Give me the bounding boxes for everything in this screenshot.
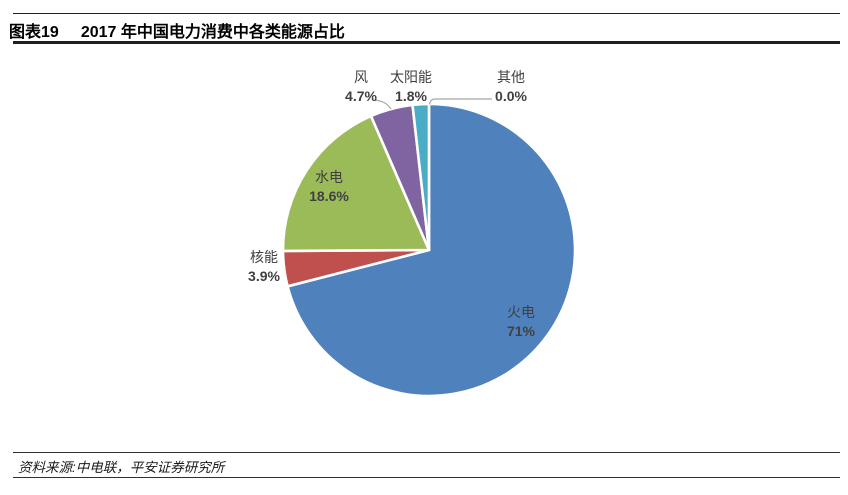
pie-slice-thermal xyxy=(286,102,577,398)
pie-slice-hydro xyxy=(281,114,431,253)
top-divider xyxy=(13,13,840,15)
header-divider xyxy=(13,41,840,44)
footer-bottom-divider xyxy=(13,477,840,479)
figure-number: 图表19 xyxy=(9,24,59,41)
pie-chart-svg xyxy=(281,98,577,398)
footer-top-divider xyxy=(13,452,840,454)
figure-header: 图表19 2017 年中国电力消费中各类能源占比 xyxy=(9,18,345,42)
leader-line-wind xyxy=(374,99,392,110)
figure-title: 2017 年中国电力消费中各类能源占比 xyxy=(80,24,345,41)
pie-chart: 火电 71% 核能 3.9% 水电 18.6% 风 4.7% 太阳能 1.8% … xyxy=(0,46,848,446)
pie-slices xyxy=(281,102,577,398)
source-note: 资料来源:中电联，平安证券研究所 xyxy=(18,460,225,475)
leader-line-other xyxy=(428,98,492,105)
